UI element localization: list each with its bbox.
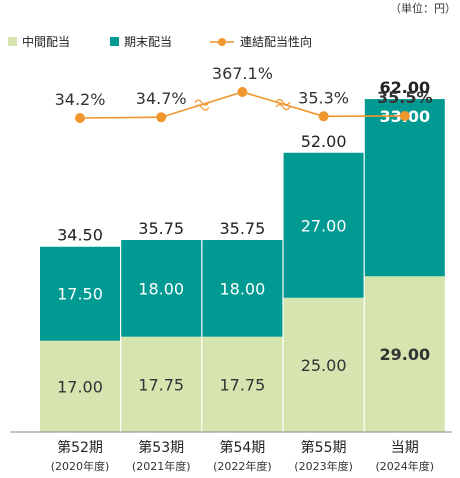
label-total-1: 35.75 — [138, 219, 184, 238]
label-year-end-3: 27.00 — [301, 216, 347, 235]
category-label-2: 第54期 — [219, 439, 265, 456]
category-sub-2: (2022年度) — [213, 459, 272, 473]
bar-interim-2 — [202, 336, 283, 432]
payout-ratio-point-0 — [75, 113, 85, 123]
category-sub-4: (2024年度) — [376, 459, 435, 473]
bar-interim-4 — [364, 276, 445, 432]
bar-layer: 17.00 17.50 34.50 17.75 18.00 35.75 17.75 18.00… — [40, 78, 445, 432]
unit-note: （単位：円） — [390, 1, 456, 15]
label-total-0: 34.50 — [57, 226, 103, 245]
label-interim-0: 17.00 — [57, 377, 103, 396]
bar-interim-3 — [283, 297, 364, 432]
category-label-0: 第52期 — [57, 439, 103, 456]
payout-ratio-line: 34.2% 34.7% 367.1% 35.3% 35.5% — [55, 64, 433, 123]
label-year-end-0: 17.50 — [57, 285, 103, 304]
payout-ratio-label-3: 35.3% — [298, 88, 349, 107]
bar-year-end-2 — [202, 240, 283, 337]
label-interim-2: 17.75 — [219, 375, 265, 394]
payout-ratio-point-1 — [156, 112, 167, 123]
label-year-end-1: 18.00 — [138, 279, 184, 298]
label-year-end-2: 18.00 — [219, 279, 265, 298]
legend-label-year-end: 期末配当 — [124, 35, 172, 49]
axis-break-mark-1 — [275, 99, 291, 111]
category-sub-3: (2023年度) — [294, 459, 353, 473]
bar-year-end-3 — [283, 152, 364, 298]
x-axis: 第52期 (2020年度) 第53期 (2021年度) 第54期 (2022年度) 第55期… — [10, 431, 452, 473]
payout-ratio-label-0: 34.2% — [55, 90, 106, 109]
bar-year-end-1 — [121, 240, 202, 337]
payout-ratio-point-4 — [399, 110, 410, 121]
bar-interim-1 — [121, 336, 202, 432]
payout-ratio-label-2: 367.1% — [212, 64, 273, 83]
label-total-2: 35.75 — [219, 219, 265, 238]
label-total-4: 62.00 — [379, 78, 430, 97]
bar-interim-0 — [40, 340, 120, 432]
legend-swatch-year-end — [110, 37, 119, 46]
payout-ratio-label-1: 34.7% — [136, 89, 187, 108]
payout-ratio-point-3 — [318, 111, 329, 122]
legend-line-marker — [218, 38, 226, 46]
legend: 中間配当 期末配当 連結配当性向 — [8, 34, 312, 49]
category-label-1: 第53期 — [138, 439, 184, 456]
label-total-3: 52.00 — [301, 132, 347, 151]
legend-swatch-interim — [8, 37, 17, 46]
payout-ratio-point-2 — [237, 87, 248, 97]
axis-break-mark-0 — [194, 99, 210, 111]
label-interim-3: 25.00 — [301, 356, 347, 375]
legend-label-payout-ratio: 連結配当性向 — [240, 34, 312, 49]
category-label-4: 当期 — [391, 440, 419, 456]
category-sub-1: (2021年度) — [132, 459, 191, 473]
category-label-3: 第55期 — [301, 439, 347, 456]
label-interim-1: 17.75 — [138, 375, 184, 394]
legend-label-interim: 中間配当 — [22, 34, 70, 49]
bar-year-end-0 — [40, 246, 120, 341]
bar-year-end-4 — [364, 99, 445, 277]
category-sub-0: (2020年度) — [51, 459, 110, 473]
payout-ratio-label-4: 35.5% — [377, 88, 433, 107]
label-interim-4: 29.00 — [379, 345, 430, 364]
